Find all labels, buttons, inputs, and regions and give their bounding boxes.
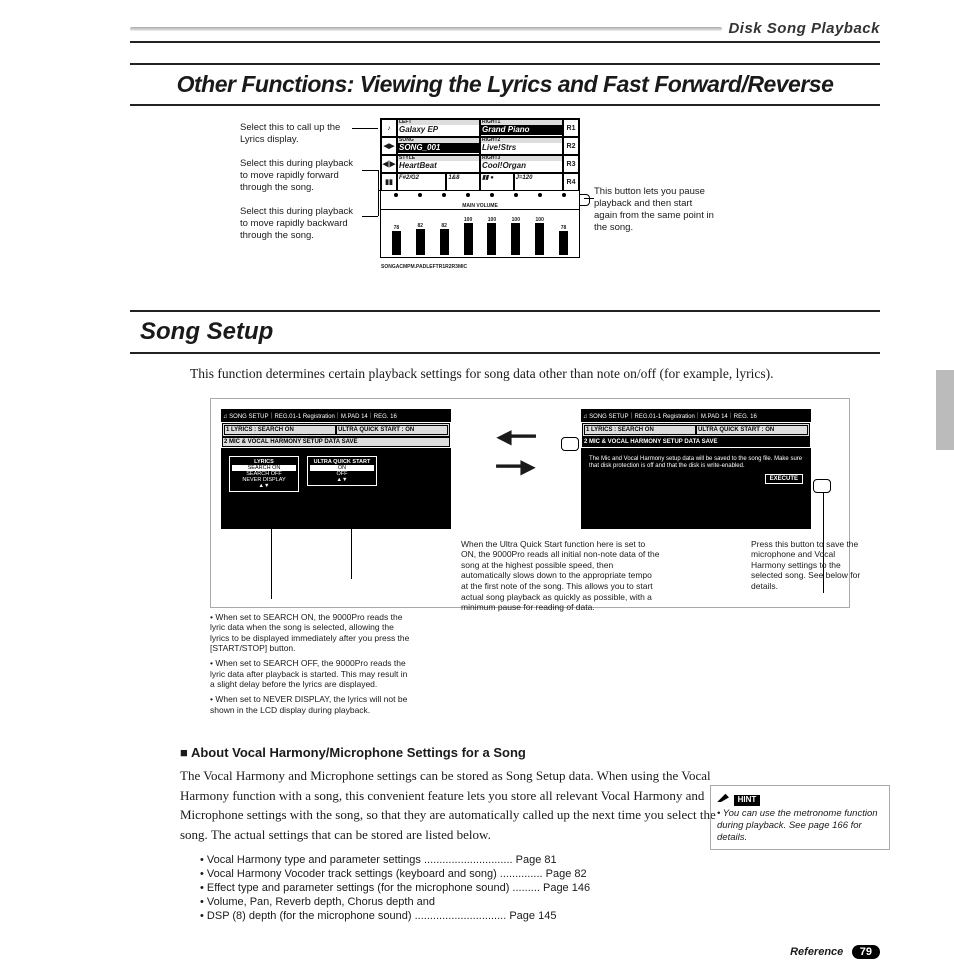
thumb-tab: [936, 370, 954, 450]
lcd-beat-dots: [381, 191, 579, 203]
page-number: 79: [852, 945, 880, 959]
footer: Reference 79: [130, 942, 880, 960]
lcd-btn-R4: R4: [563, 173, 579, 191]
subsection-heading: ■ About Vocal Harmony/Microphone Setting…: [180, 745, 880, 760]
lcd-btn-R2: R2: [563, 137, 579, 155]
reference-list: • Vocal Harmony type and parameter setti…: [200, 854, 880, 922]
hint-box: HINT • You can use the metronome functio…: [710, 785, 890, 849]
section-intro: This function determines certain playbac…: [190, 364, 840, 384]
chapter-title: Disk Song Playback: [728, 20, 880, 37]
lcd-btn-B: ◀▶: [381, 137, 397, 155]
callout-pause: This button lets you pause playback and …: [594, 186, 714, 234]
callout-ff: Select this during playback to move rapi…: [240, 158, 360, 194]
page-content: Disk Song Playback Other Functions: View…: [130, 20, 880, 960]
chapter-heading: Disk Song Playback: [130, 20, 880, 43]
footer-label: Reference: [790, 946, 843, 958]
hint-tag: HINT: [734, 795, 761, 805]
note-ultra-quick-start: When the Ultra Quick Start function here…: [461, 539, 661, 613]
hint-text: • You can use the metronome function dur…: [717, 808, 883, 845]
balloon-execute: [813, 479, 831, 493]
notes-lyrics-options: • When set to SEARCH ON, the 9000Pro rea…: [210, 612, 410, 716]
lcd-btn-R3: R3: [563, 155, 579, 173]
screen-B: ♫ SONG SETUP｜REG.01-1 Registration｜M.PAD…: [581, 409, 811, 529]
arrow-left: ◀━━: [471, 424, 561, 449]
balloon-screenB-sideA: [561, 437, 579, 451]
section-title: Song Setup: [130, 310, 880, 354]
execute-button-graphic: EXECUTE: [765, 474, 803, 484]
callout-lyrics: Select this to call up the Lyrics displa…: [240, 122, 350, 146]
arrow-right: ━━▶: [471, 454, 561, 479]
lcd-btn-A: ♪: [381, 119, 397, 137]
lcd-btn-D: ▮▮: [381, 173, 397, 191]
lcd-btn-C: ◀|▶: [381, 155, 397, 173]
lcd-btn-R1: R1: [563, 119, 579, 137]
pencil-icon: [717, 790, 729, 802]
note-execute: Press this button to save the microphone…: [751, 539, 861, 592]
subsection-paragraph: The Vocal Harmony and Microphone setting…: [180, 766, 720, 844]
figure-lcd-callouts: Select this to call up the Lyrics displa…: [130, 114, 880, 294]
lcd-volume-row: 78828210010010010078: [381, 209, 579, 255]
figure-song-setup: ♫ SONG SETUP｜REG.01-1 Registration｜M.PAD…: [210, 398, 850, 608]
page-title: Other Functions: Viewing the Lyrics and …: [130, 63, 880, 106]
lcd-screen: ♪ LEFTGalaxy EP RIGHT1Grand Piano R1 ◀▶ …: [380, 118, 580, 258]
lcd-volume-labels: SONGACMPM.PADLEFTR1R2R3MIC: [381, 255, 579, 273]
panel-lyrics: LYRICS SEARCH ON SEARCH OFF NEVER DISPLA…: [229, 456, 299, 492]
screen-A: ♫ SONG SETUP｜REG.01-1 Registration｜M.PAD…: [221, 409, 451, 529]
panel-uqs: ULTRA QUICK START ON OFF ▲▼: [307, 456, 377, 486]
callout-rew: Select this during playback to move rapi…: [240, 206, 360, 242]
